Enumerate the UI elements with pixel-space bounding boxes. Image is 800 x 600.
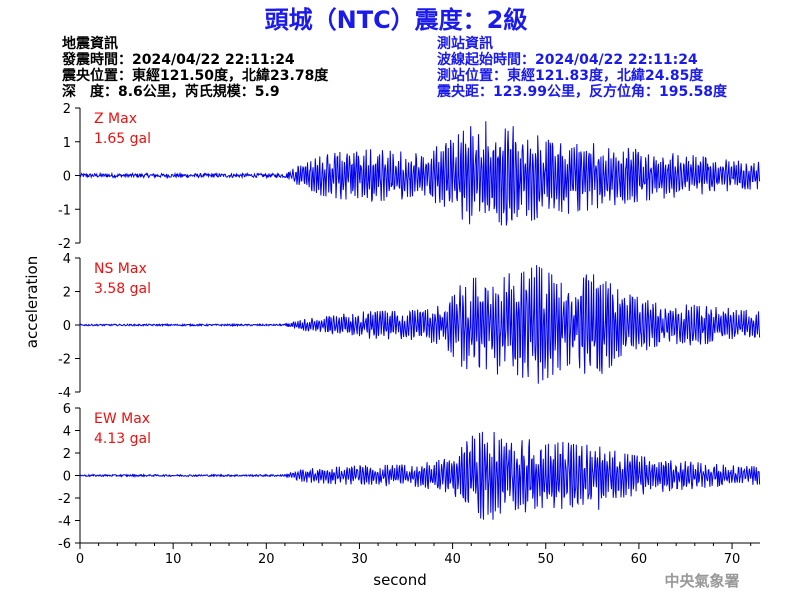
y-tick-label: -1 <box>58 203 71 218</box>
ew-trace <box>79 431 761 520</box>
ew-max-value: 4.13 gal <box>94 431 151 447</box>
x-tick-label: 20 <box>258 552 275 567</box>
quake-info-heading: 地震資訊 <box>62 35 118 52</box>
x-tick-label: 40 <box>444 552 461 567</box>
y-tick-label: 0 <box>63 170 71 185</box>
station-distance: 震央距：123.99公里，反方位角：195.58度 <box>436 83 728 100</box>
z-max-value: 1.65 gal <box>94 131 151 147</box>
x-tick-label: 10 <box>165 552 182 567</box>
panel-z: -2 -1 0 1 2 Z Max 1.65 gal <box>58 102 761 252</box>
x-tick-label: 30 <box>351 552 368 567</box>
y-tick-label: 2 <box>63 447 71 462</box>
y-tick-label: 2 <box>63 102 71 117</box>
x-axis-label: second <box>373 571 427 589</box>
quake-time: 發震時間：2024/04/22 22:11:24 <box>61 51 295 68</box>
panel-ns: -4 -2 0 2 4 NS Max 3.58 gal <box>58 252 761 401</box>
ns-max-label: NS Max <box>94 261 147 277</box>
x-tick-label: 0 <box>76 552 84 567</box>
y-tick-label: 1 <box>63 136 71 151</box>
z-trace <box>79 121 761 226</box>
z-max-label: Z Max <box>94 111 137 127</box>
y-tick-label: 4 <box>63 425 71 440</box>
y-axis-label: acceleration <box>23 256 41 348</box>
ns-max-value: 3.58 gal <box>94 281 151 297</box>
quake-location: 震央位置：東經121.50度，北緯23.78度 <box>61 67 329 84</box>
y-tick-label: 0 <box>63 319 71 334</box>
x-tick-label: 50 <box>537 552 554 567</box>
panels-group: -2 -1 0 1 2 Z Max 1.65 gal -4 -2 0 2 4 NS Max 3.58 ga… <box>58 102 761 567</box>
station-info-heading: 測站資訊 <box>437 35 493 52</box>
y-tick-label: 6 <box>63 402 71 417</box>
chart-title: 頭城（NTC）震度：2級 <box>265 6 528 34</box>
agency-watermark: 中央氣象署 <box>664 572 739 590</box>
ew-max-label: EW Max <box>94 411 150 427</box>
ns-trace <box>79 265 761 384</box>
y-tick-label: 2 <box>63 286 71 301</box>
x-tick-label: 70 <box>724 552 741 567</box>
y-tick-label: -2 <box>58 353 71 368</box>
y-tick-label: -2 <box>58 492 71 507</box>
y-tick-label: -6 <box>58 537 71 552</box>
station-location: 測站位置：東經121.83度，北緯24.85度 <box>437 67 704 84</box>
quake-depth-magnitude: 深 度：8.6公里，芮氏規模：5.9 <box>62 83 280 100</box>
y-tick-label: 0 <box>63 470 71 485</box>
station-onset-time: 波線起始時間：2024/04/22 22:11:24 <box>437 51 698 68</box>
y-tick-label: -4 <box>58 386 71 401</box>
y-tick-label: -4 <box>58 515 71 530</box>
panel-ew: -6 -4 -2 0 2 4 6 EW Max 4.13 gal 0 10 20 30 40 50 60 70 <box>58 402 761 567</box>
y-tick-label: -2 <box>58 237 71 252</box>
x-tick-label: 60 <box>631 552 648 567</box>
y-tick-label: 4 <box>63 252 71 267</box>
